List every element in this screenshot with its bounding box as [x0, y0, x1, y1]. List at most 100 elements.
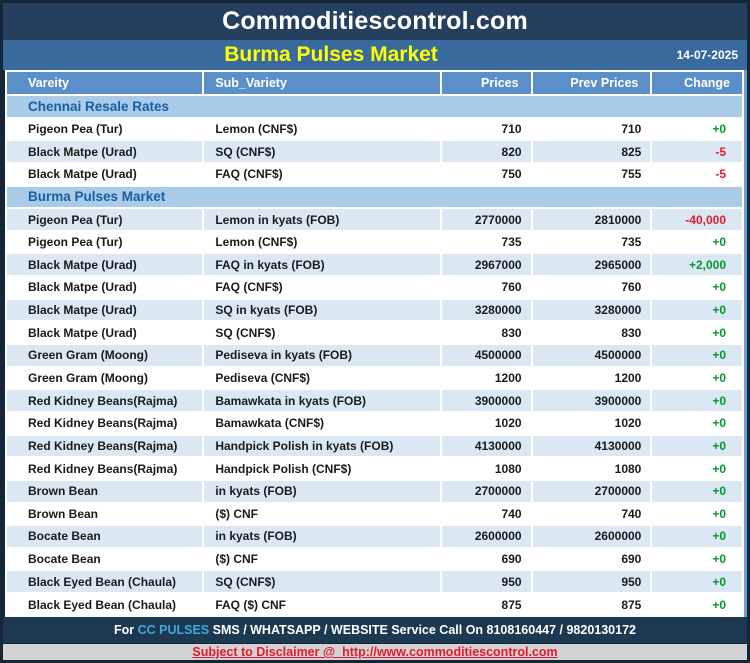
- table-header: Vareity Sub_Variety Prices Prev Prices Chang…: [7, 72, 742, 94]
- subvariety-cell: Lemon (CNF$): [204, 231, 440, 253]
- change-cell: +0: [652, 526, 742, 547]
- variety-cell: Pigeon Pea (Tur): [7, 118, 203, 140]
- prev-price-cell: 4500000: [532, 345, 651, 366]
- prev-price-cell: 1080: [532, 458, 651, 479]
- subvariety-cell: Lemon in kyats (FOB): [204, 209, 440, 230]
- prev-price-cell: 755: [532, 163, 651, 185]
- site-header: Commoditiescontrol.com: [3, 3, 747, 40]
- prev-price-cell: 875: [532, 594, 651, 615]
- change-cell: +0: [652, 367, 742, 389]
- variety-cell: Black Eyed Bean (Chaula): [7, 571, 203, 593]
- prev-price-cell: 3280000: [532, 299, 651, 321]
- table-row: Bocate Bean ($) CNF 690 690 +0: [7, 548, 742, 570]
- table-row: Green Gram (Moong) Pediseva in kyats (FOB…: [7, 345, 742, 366]
- section-row: Burma Pulses Market: [7, 186, 742, 208]
- prev-price-cell: 760: [532, 277, 651, 298]
- price-cell: 2700000: [441, 480, 531, 502]
- variety-cell: Green Gram (Moong): [7, 367, 203, 389]
- table-row: Black Matpe (Urad) FAQ (CNF$) 760 760 +0: [7, 277, 742, 298]
- variety-cell: Black Matpe (Urad): [7, 299, 203, 321]
- subvariety-cell: Pediseva (CNF$): [204, 367, 440, 389]
- price-cell: 4130000: [441, 435, 531, 457]
- variety-cell: Brown Bean: [7, 480, 203, 502]
- subvariety-cell: ($) CNF: [204, 503, 440, 525]
- column-header-prev-prices: Prev Prices: [532, 72, 651, 94]
- subvariety-cell: SQ (CNF$): [204, 322, 440, 344]
- change-cell: +0: [652, 322, 742, 344]
- variety-cell: Red Kidney Beans(Rajma): [7, 390, 203, 411]
- subvariety-cell: Bamawkata in kyats (FOB): [204, 390, 440, 411]
- prev-price-cell: 3900000: [532, 390, 651, 411]
- variety-cell: Red Kidney Beans(Rajma): [7, 435, 203, 457]
- subvariety-cell: ($) CNF: [204, 548, 440, 570]
- column-header-vareity: Vareity: [7, 72, 203, 94]
- variety-cell: Pigeon Pea (Tur): [7, 231, 203, 253]
- change-cell: +0: [652, 299, 742, 321]
- table-row: Red Kidney Beans(Rajma) Handpick Polish (…: [7, 458, 742, 479]
- column-header-sub-variety: Sub_Variety: [204, 72, 440, 94]
- disclaimer-bar: Subject to Disclaimer @ http://www.commo…: [3, 643, 747, 660]
- subvariety-cell: in kyats (FOB): [204, 480, 440, 502]
- report-title: Burma Pulses Market: [224, 43, 438, 66]
- price-table: Vareity Sub_Variety Prices Prev Prices Chang…: [5, 70, 744, 617]
- price-cell: 690: [441, 548, 531, 570]
- price-cell: 760: [441, 277, 531, 298]
- variety-cell: Black Matpe (Urad): [7, 254, 203, 276]
- table-row: Black Eyed Bean (Chaula) SQ (CNF$) 950 950 +…: [7, 571, 742, 593]
- section-title: Chennai Resale Rates: [7, 96, 742, 117]
- variety-cell: Black Matpe (Urad): [7, 141, 203, 162]
- price-table-wrap: Vareity Sub_Variety Prices Prev Prices Chang…: [3, 70, 747, 617]
- table-row: Red Kidney Beans(Rajma) Handpick Polish i…: [7, 435, 742, 457]
- change-cell: +0: [652, 571, 742, 593]
- change-cell: +0: [652, 277, 742, 298]
- price-cell: 1080: [441, 458, 531, 479]
- variety-cell: Black Eyed Bean (Chaula): [7, 594, 203, 615]
- table-row: Green Gram (Moong) Pediseva (CNF$) 1200 120…: [7, 367, 742, 389]
- price-cell: 3900000: [441, 390, 531, 411]
- prev-price-cell: 735: [532, 231, 651, 253]
- change-cell: +0: [652, 548, 742, 570]
- table-row: Pigeon Pea (Tur) Lemon (CNF$) 735 735 +0: [7, 231, 742, 253]
- variety-cell: Black Matpe (Urad): [7, 322, 203, 344]
- subvariety-cell: Handpick Polish in kyats (FOB): [204, 435, 440, 457]
- price-cell: 950: [441, 571, 531, 593]
- column-header-change: Change: [652, 72, 742, 94]
- price-cell: 820: [441, 141, 531, 162]
- subvariety-cell: Bamawkata (CNF$): [204, 412, 440, 434]
- table-row: Pigeon Pea (Tur) Lemon in kyats (FOB) 2770…: [7, 209, 742, 230]
- footer-text-prefix: For: [114, 623, 138, 637]
- variety-cell: Black Matpe (Urad): [7, 163, 203, 185]
- price-cell: 710: [441, 118, 531, 140]
- table-row: Red Kidney Beans(Rajma) Bamawkata in kyat…: [7, 390, 742, 411]
- column-header-prices: Prices: [441, 72, 531, 94]
- subvariety-cell: SQ in kyats (FOB): [204, 299, 440, 321]
- prev-price-cell: 690: [532, 548, 651, 570]
- change-cell: +0: [652, 503, 742, 525]
- prev-price-cell: 2600000: [532, 526, 651, 547]
- section-title: Burma Pulses Market: [7, 186, 742, 208]
- prev-price-cell: 2965000: [532, 254, 651, 276]
- subvariety-cell: FAQ (CNF$): [204, 163, 440, 185]
- variety-cell: Black Matpe (Urad): [7, 277, 203, 298]
- price-cell: 750: [441, 163, 531, 185]
- table-row: Brown Bean in kyats (FOB) 2700000 2700000 +0: [7, 480, 742, 502]
- site-title: Commoditiescontrol.com: [222, 7, 528, 35]
- prev-price-cell: 830: [532, 322, 651, 344]
- change-cell: +0: [652, 118, 742, 140]
- report-date: 14-07-2025: [676, 48, 738, 62]
- variety-cell: Red Kidney Beans(Rajma): [7, 458, 203, 479]
- prev-price-cell: 710: [532, 118, 651, 140]
- change-cell: +0: [652, 480, 742, 502]
- variety-cell: Green Gram (Moong): [7, 345, 203, 366]
- service-footer: For CC PULSES SMS / WHATSAPP / WEBSITE S…: [3, 617, 747, 643]
- subvariety-cell: in kyats (FOB): [204, 526, 440, 547]
- table-header-row: Vareity Sub_Variety Prices Prev Prices Chang…: [7, 72, 742, 94]
- disclaimer-link[interactable]: http://www.commoditiescontrol.com: [342, 645, 558, 659]
- table-row: Black Matpe (Urad) FAQ (CNF$) 750 755 -5: [7, 163, 742, 185]
- prev-price-cell: 950: [532, 571, 651, 593]
- prev-price-cell: 4130000: [532, 435, 651, 457]
- table-row: Red Kidney Beans(Rajma) Bamawkata (CNF$) 1…: [7, 412, 742, 434]
- price-cell: 1200: [441, 367, 531, 389]
- table-row: Black Matpe (Urad) FAQ in kyats (FOB) 2967…: [7, 254, 742, 276]
- table-row: Black Matpe (Urad) SQ (CNF$) 820 825 -5: [7, 141, 742, 162]
